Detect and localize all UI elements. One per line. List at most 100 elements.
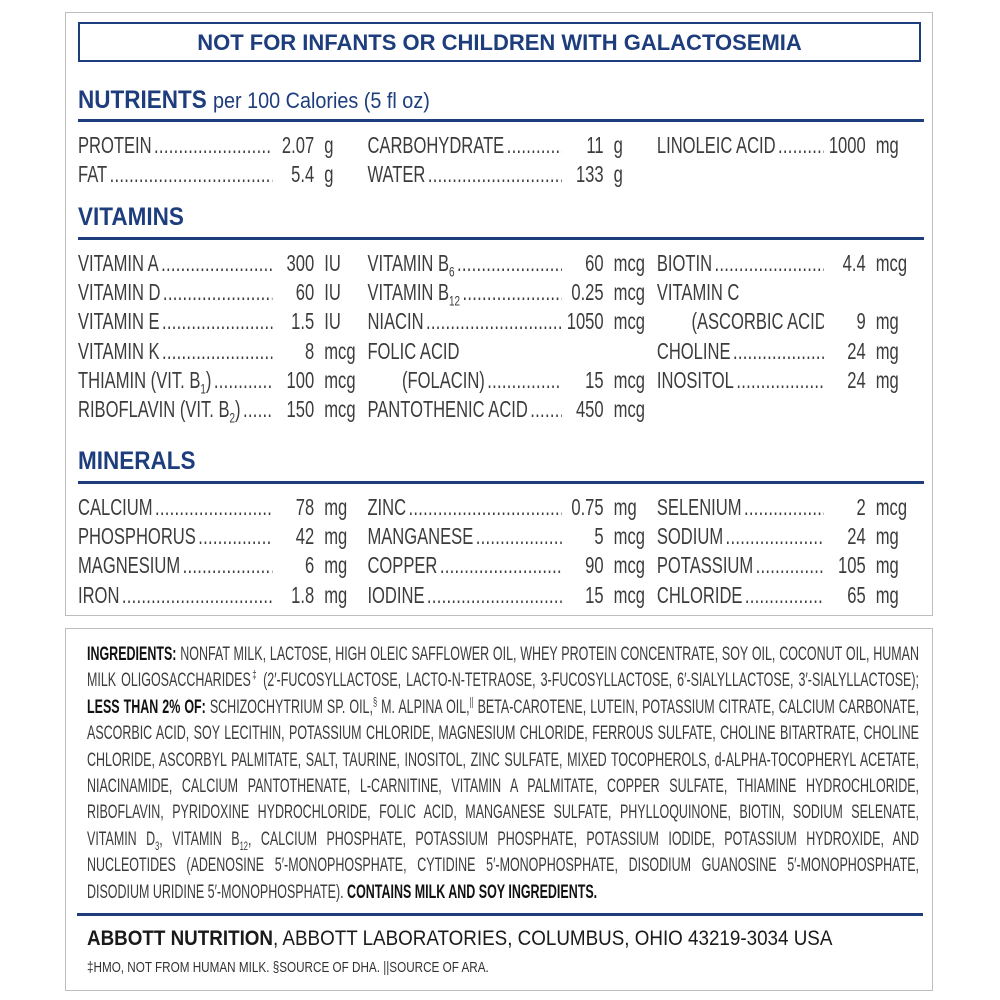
- nutrient-name: MANGANESE: [367, 522, 561, 551]
- table-column: CARBOHYDRATE 11 g WATER 133 g: [367, 131, 656, 189]
- ingredient-segment: , CALCIUM PHOSPHATE, POTASSIUM PHOSPHATE…: [87, 827, 920, 903]
- nutrient-name: PROTEIN: [78, 131, 272, 160]
- divider: [77, 913, 923, 917]
- nutrient-row: PHOSPHORUS 42 mg: [78, 522, 367, 551]
- nutrient-name: MAGNESIUM: [78, 551, 272, 580]
- nutrient-row: PANTOTHENIC ACID 450 mcg: [367, 395, 656, 424]
- nutrient-label: VITAMIN K: [78, 337, 160, 364]
- footnote: ‡HMO, NOT FROM HUMAN MILK. §SOURCE OF DH…: [87, 959, 489, 977]
- nutrient-name: PHOSPHORUS: [78, 522, 272, 551]
- nutrient-name: VITAMIN A: [78, 249, 272, 278]
- nutrient-row: MANGANESE 5 mcg: [367, 522, 656, 551]
- nutrient-row: ZINC 0.75 mg: [367, 493, 656, 522]
- nutrient-unit: mcg: [613, 552, 645, 579]
- nutrient-unit: mg: [324, 523, 348, 550]
- galactosemia-warning: NOT FOR INFANTS OR CHILDREN WITH GALACTO…: [78, 22, 921, 62]
- nutrient-name: (ASCORBIC ACID): [657, 307, 824, 336]
- nutrient-unit: mg: [875, 552, 899, 579]
- nutrient-unit: IU: [324, 250, 341, 276]
- nutrient-row: VITAMIN D 60 IU: [78, 278, 367, 307]
- nutrient-value: [562, 337, 614, 366]
- nutrient-name: COPPER: [367, 551, 561, 580]
- nutrient-row: POTASSIUM 105 mg: [657, 551, 919, 580]
- ingredients-text: INGREDIENTS: NONFAT MILK, LACTOSE, HIGH …: [87, 641, 919, 905]
- nutrient-row: PROTEIN 2.07 g: [78, 131, 367, 160]
- nutrients-title: NUTRIENTS: [78, 86, 207, 114]
- nutrient-unit: mg: [875, 308, 899, 335]
- nutrient-value: 65: [847, 581, 866, 608]
- nutrient-name: CHOLINE: [657, 337, 824, 366]
- nutrient-name: CALCIUM: [78, 493, 272, 522]
- nutrient-value: 450: [575, 395, 604, 422]
- nutrient-unit: mg: [875, 337, 899, 364]
- vitamins-title: VITAMINS: [78, 203, 184, 231]
- nutrient-value: 24: [847, 523, 866, 550]
- label-suffix: ): [235, 395, 241, 422]
- ingredient-segment: ‡: [250, 668, 259, 682]
- nutrient-unit: g: [613, 132, 623, 158]
- nutrient-label: VITAMIN E: [78, 308, 160, 335]
- nutrient-row: SODIUM 24 mg: [657, 522, 919, 551]
- nutrient-value: 1050: [566, 308, 604, 335]
- nutrient-name: BIOTIN: [657, 249, 824, 278]
- ingredient-segment: M. ALPINA OIL,: [377, 695, 470, 718]
- nutrient-label: BIOTIN: [656, 250, 713, 276]
- minerals-title: MINERALS: [78, 447, 196, 475]
- manufacturer-address: , ABBOTT LABORATORIES, COLUMBUS, OHIO 43…: [273, 926, 833, 951]
- nutrient-label: CHOLINE: [656, 337, 731, 364]
- nutrient-unit: mg: [875, 523, 899, 550]
- nutrient-label: POTASSIUM: [656, 552, 754, 579]
- nutrient-unit: g: [324, 132, 334, 158]
- subscript: 12: [449, 293, 461, 308]
- nutrient-value: 42: [295, 523, 315, 550]
- nutrient-value: 4.4: [842, 250, 866, 276]
- nutrient-name: NIACIN: [367, 307, 561, 336]
- nutrient-label: SELENIUM: [656, 494, 742, 520]
- nutrient-label: IRON: [78, 581, 120, 608]
- nutrient-row: CALCIUM 78 mg: [78, 493, 367, 522]
- nutrient-label: (FOLACIN): [402, 366, 485, 393]
- nutrient-name: CHLORIDE: [657, 581, 824, 610]
- manufacturer-name: ABBOTT NUTRITION: [87, 926, 274, 951]
- nutrient-row: (FOLACIN) 15 mcg: [367, 366, 656, 395]
- ingredient-segment: BETA-CAROTENE, LUTEIN, POTASSIUM CITRATE…: [87, 695, 919, 850]
- ingredient-segment: SCHIZOCHYTRIUM SP. OIL,: [205, 695, 373, 718]
- nutrient-value: 1.8: [291, 581, 315, 608]
- nutrient-row: FOLIC ACID: [367, 337, 656, 366]
- nutrient-unit: mg: [324, 552, 348, 579]
- nutrient-row: VITAMIN B6 60 mcg: [367, 249, 656, 278]
- ingredient-segment: NONFAT MILK, LACTOSE, HIGH OLEIC SAFFLOW…: [87, 643, 919, 692]
- nutrient-value: 1000: [828, 132, 866, 158]
- label-suffix: ): [205, 366, 212, 393]
- nutrient-row: WATER 133 g: [367, 160, 656, 189]
- nutrient-row: INOSITOL 24 mg: [657, 366, 919, 395]
- ingredient-segment: 3: [155, 839, 160, 853]
- nutrient-name: FAT: [78, 160, 272, 189]
- nutrient-label: (ASCORBIC ACID): [691, 308, 824, 335]
- table-column: CALCIUM78mgPHOSPHORUS42mgMAGNESIUM6mgIRO…: [78, 493, 367, 610]
- nutrient-row: FAT 5.4 g: [78, 160, 367, 189]
- ingredient-segment: §: [372, 695, 378, 709]
- ingredient-segment: LESS THAN 2% OF:: [87, 695, 206, 718]
- nutrient-unit: [614, 337, 657, 366]
- nutrient-row: CHLORIDE 65 mg: [657, 581, 919, 610]
- nutrient-value: 60: [585, 250, 604, 276]
- nutrient-label: WATER: [367, 161, 426, 188]
- nutrient-value: 300: [286, 250, 315, 276]
- nutrient-value: 90: [585, 552, 604, 579]
- table-column: ZINC0.75mgMANGANESE5mcgCOPPER90mcgIODINE…: [367, 493, 656, 610]
- nutrient-name: FOLIC ACID: [367, 337, 561, 366]
- nutrient-row: LINOLEIC ACID 1000 mg: [657, 131, 919, 160]
- nutrient-name: PANTOTHENIC ACID: [367, 395, 561, 424]
- nutrient-label: THIAMIN (VIT. B: [78, 366, 201, 393]
- nutrient-label: RIBOFLAVIN (VIT. B: [78, 395, 230, 422]
- ingredient-segment: , VITAMIN B: [159, 827, 240, 850]
- nutrient-value: 9: [856, 308, 866, 335]
- nutrient-name: SELENIUM: [657, 493, 824, 522]
- manufacturer-line: ABBOTT NUTRITION, ABBOTT LABORATORIES, C…: [87, 924, 832, 952]
- nutrient-name: CARBOHYDRATE: [367, 131, 561, 160]
- nutrient-unit: mcg: [324, 366, 356, 393]
- table-column: SELENIUM2mcgSODIUM24mgPOTASSIUM105mgCHLO…: [657, 493, 919, 610]
- nutrient-row: VITAMIN C: [657, 278, 919, 307]
- nutrient-unit: mcg: [613, 308, 645, 335]
